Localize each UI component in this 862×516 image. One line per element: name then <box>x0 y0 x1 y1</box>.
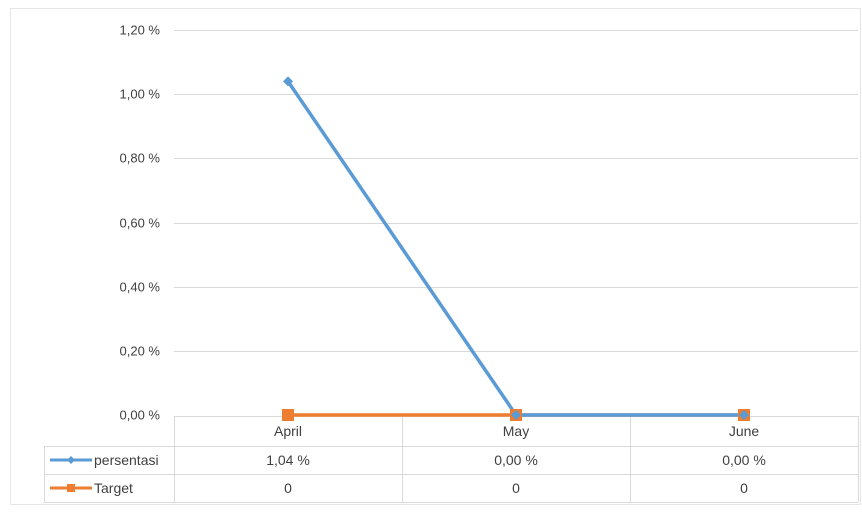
data-point <box>283 76 293 87</box>
y-axis-ticks: 0,00 % 0,20 % 0,40 % 0,60 % 0,80 % 1,00 % 1,20… <box>120 23 161 423</box>
data-table-value: 0,00 % <box>722 452 766 468</box>
data-table-value: 0,00 % <box>494 452 538 468</box>
data-point <box>511 410 521 420</box>
data-point <box>739 410 749 420</box>
x-category-label: May <box>503 423 529 439</box>
y-tick-label: 1,00 % <box>120 87 161 102</box>
data-table-value: 0 <box>284 480 292 496</box>
data-point <box>282 409 294 421</box>
y-tick-label: 1,20 % <box>120 23 161 38</box>
data-table-value: 0 <box>512 480 520 496</box>
legend-key-marker <box>67 456 75 464</box>
legend-key-marker <box>67 484 75 492</box>
chart-border <box>10 8 861 505</box>
y-tick-label: 0,00 % <box>120 408 161 423</box>
x-category-label: April <box>274 423 302 439</box>
y-tick-label: 0,20 % <box>120 344 161 359</box>
x-category-label: June <box>729 423 760 439</box>
data-table-value: 0 <box>740 480 748 496</box>
gridlines <box>174 30 858 352</box>
series-name-label: persentasi <box>94 452 159 468</box>
y-tick-label: 0,60 % <box>120 216 161 231</box>
y-tick-label: 0,80 % <box>120 151 161 166</box>
y-tick-label: 0,40 % <box>120 280 161 295</box>
series-lines <box>282 76 750 421</box>
series-name-label: Target <box>94 480 133 496</box>
data-table-value: 1,04 % <box>266 452 310 468</box>
